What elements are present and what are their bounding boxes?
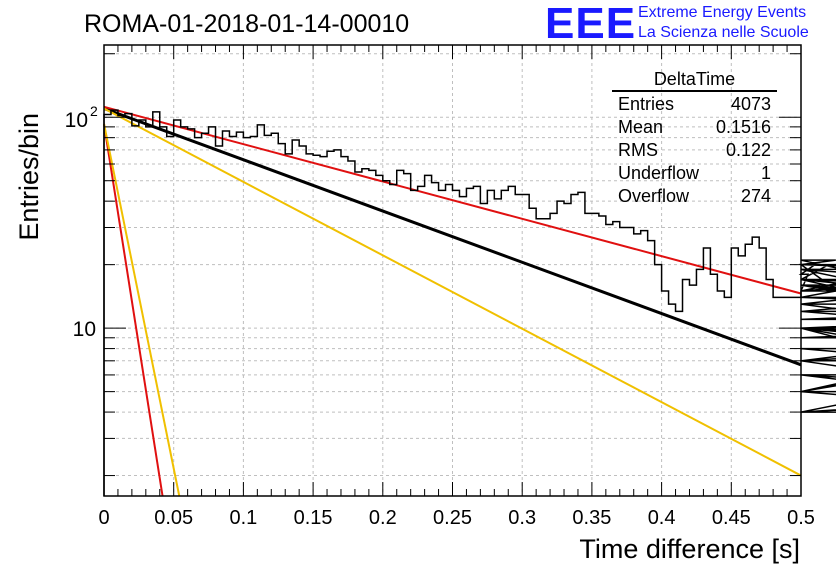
fit-line <box>103 107 802 477</box>
stats-separator <box>612 90 777 92</box>
x-tick-label: 0.15 <box>294 507 333 529</box>
x-tick-label: 0.4 <box>648 507 676 529</box>
x-tick-label: 0.35 <box>572 507 611 529</box>
x-tick-label: 0.5 <box>787 507 815 529</box>
fit-curves <box>103 105 802 497</box>
logo-tagline-1: Extreme Energy Events <box>638 4 807 21</box>
histogram <box>103 109 836 496</box>
x-tick-label: 0.45 <box>712 507 751 529</box>
fit-line <box>103 105 802 295</box>
histogram-steps <box>103 109 836 496</box>
axis-ticks <box>103 45 802 496</box>
x-tick-label: 0.3 <box>508 507 536 529</box>
x-axis-label: Time difference [s] <box>579 534 800 564</box>
stats-label: Overflow <box>618 186 690 206</box>
fit-line <box>103 107 802 367</box>
x-tick-label: 0.05 <box>154 507 193 529</box>
stats-value: 1 <box>760 163 771 183</box>
stats-box: DeltaTime Entries 4073 Mean 0.1516 RMS 0… <box>612 68 777 208</box>
fit-line <box>103 123 164 497</box>
x-tick-label: 0.1 <box>229 507 257 529</box>
stats-label: Underflow <box>618 163 700 183</box>
stats-row-rms: RMS 0.122 <box>612 139 777 162</box>
run-title: ROMA-01-2018-01-14-00010 <box>84 10 410 38</box>
stats-label: RMS <box>618 140 658 160</box>
stats-label: Mean <box>618 117 664 137</box>
stats-row-mean: Mean 0.1516 <box>612 116 777 139</box>
stats-value: 274 <box>740 186 771 206</box>
stats-title: DeltaTime <box>653 69 736 89</box>
y-tick-label-exponent: 2 <box>90 103 98 119</box>
stats-label: Entries <box>618 94 675 114</box>
eee-logo: EEE <box>545 0 637 48</box>
logo-tagline-2: La Scienza nelle Scuole <box>638 24 809 41</box>
x-tick-label: 0.2 <box>369 507 397 529</box>
stats-row-entries: Entries 4073 <box>612 93 777 116</box>
stats-row-overflow: Overflow 274 <box>612 185 777 208</box>
x-tick-label: 0.25 <box>433 507 472 529</box>
stats-row-underflow: Underflow 1 <box>612 162 777 185</box>
y-tick-label: 10 <box>65 109 88 132</box>
x-tick-label: 0 <box>98 507 109 529</box>
fit-line <box>103 123 181 497</box>
y-tick-label: 10 <box>73 318 96 341</box>
stats-value: 4073 <box>730 94 771 114</box>
stats-value: 0.122 <box>725 140 771 160</box>
x-tick-labels: 0 0.05 0.1 0.15 0.2 0.25 0.3 0.35 0.4 0.45 0.5 <box>98 507 814 529</box>
stats-value: 0.1516 <box>715 117 771 137</box>
y-axis-label: Entries/bin <box>14 113 44 241</box>
